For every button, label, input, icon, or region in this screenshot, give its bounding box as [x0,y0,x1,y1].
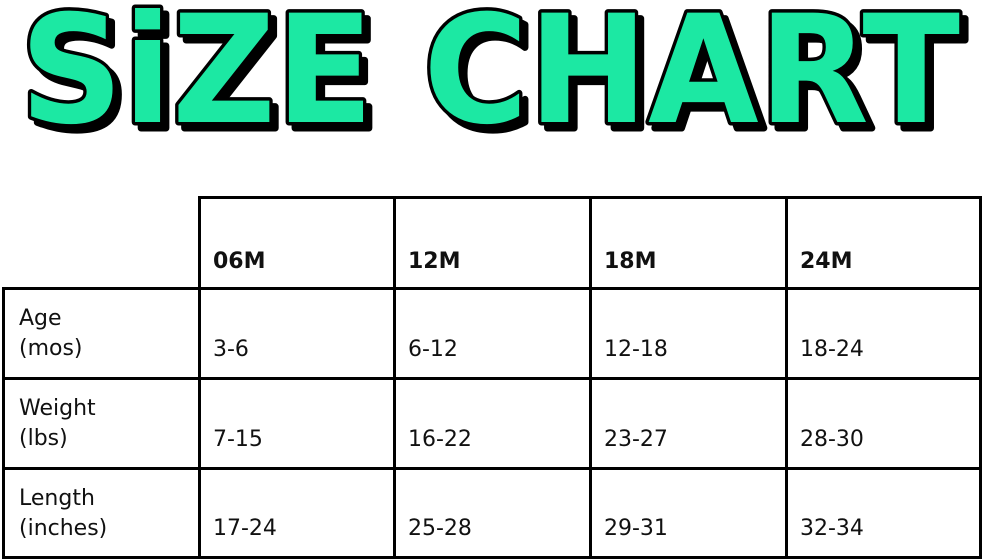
grid-line-horizontal [2,287,982,290]
table-cell: 12-18 [590,288,786,378]
row-label-name: Length [19,486,95,511]
grid-line-horizontal [2,556,982,559]
table-cell: 16-22 [394,378,590,468]
row-label-unit: (mos) [19,336,83,361]
table-cell: 17-24 [199,468,394,557]
row-label-name: Age [19,306,62,331]
column-header-label: 18M [604,249,657,274]
row-label: Age (mos) [3,288,199,378]
size-chart-title: SiZE CHART [17,0,964,150]
column-header-label: 24M [800,249,853,274]
table-cell: 6-12 [394,288,590,378]
title-text: SiZE CHART [20,0,960,150]
table-cell: 18-24 [786,288,980,378]
table-cell: 3-6 [199,288,394,378]
row-label-unit: (inches) [19,516,108,541]
grid-line-vertical [979,196,982,559]
column-header-label: 06M [213,249,266,274]
cell-value: 23-27 [604,427,668,452]
cell-value: 7-15 [213,427,263,452]
row-label: Length (inches) [3,468,199,557]
column-header: 12M [394,197,590,288]
table-cell: 29-31 [590,468,786,557]
grid-line-horizontal [2,467,982,470]
cell-value: 25-28 [408,516,472,541]
grid-line-vertical [589,196,592,559]
cell-value: 16-22 [408,427,472,452]
cell-value: 3-6 [213,337,249,362]
grid-line-vertical [2,287,5,559]
cell-value: 32-34 [800,516,864,541]
row-label: Weight (lbs) [3,378,199,468]
cell-value: 12-18 [604,337,668,362]
table-cell: 23-27 [590,378,786,468]
table-cell: 32-34 [786,468,980,557]
cell-value: 6-12 [408,337,458,362]
column-header: 06M [199,197,394,288]
grid-line-horizontal [2,377,982,380]
cell-value: 18-24 [800,337,864,362]
cell-value: 17-24 [213,516,277,541]
row-label-name: Weight [19,396,96,421]
grid-line-vertical [393,196,396,559]
table-cell: 25-28 [394,468,590,557]
column-header: 18M [590,197,786,288]
grid-line-vertical [198,196,201,559]
cell-value: 29-31 [604,516,668,541]
grid-line-vertical [785,196,788,559]
row-label-unit: (lbs) [19,426,68,451]
table-cell: 7-15 [199,378,394,468]
table-cell: 28-30 [786,378,980,468]
column-header: 24M [786,197,980,288]
column-header-label: 12M [408,249,461,274]
cell-value: 28-30 [800,427,864,452]
